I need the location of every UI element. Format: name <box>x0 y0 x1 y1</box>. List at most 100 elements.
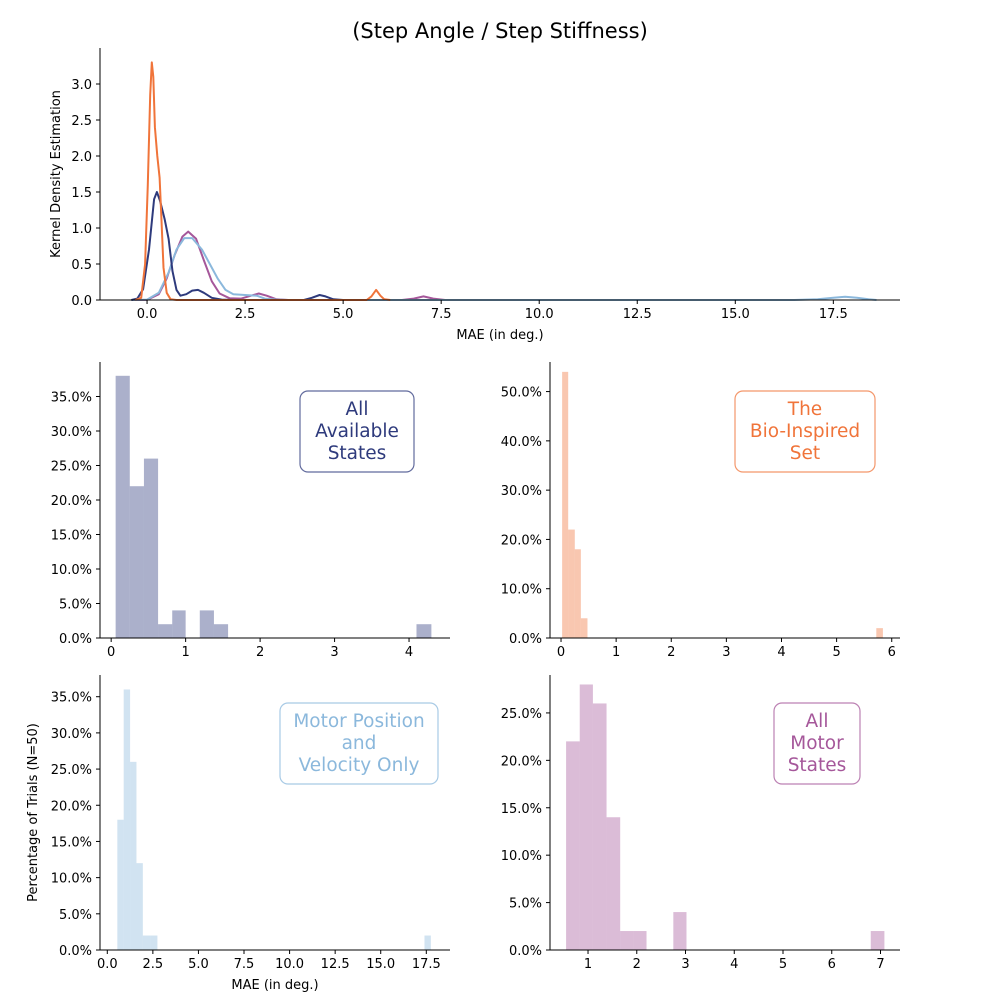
x-tick-label: 2.5 <box>235 307 256 322</box>
y-tick-label: 30.0% <box>51 727 92 742</box>
y-tick-label: 20.0% <box>51 799 92 814</box>
y-tick-label: 20.0% <box>501 754 542 769</box>
panel-motor_pos_vel: 0.0 2.5 5.0 7.5 10.0 12.5 15.0 17.5 0.0% 5.0% 10.0… <box>26 675 450 993</box>
histogram-bar <box>606 817 621 950</box>
figure-title: (Step Angle / Step Stiffness) <box>352 19 648 43</box>
panel-label-box <box>773 702 861 785</box>
panel-kde: 0.0 2.5 5.0 7.5 10.0 12.5 15.0 17.5 0.0 0.5 1.0 1.5… <box>49 48 900 343</box>
x-tick-label: 17.5 <box>412 957 441 972</box>
y-axis-label: Percentage of Trials (N=50) <box>26 723 41 902</box>
y-tick-label: 30.0% <box>501 484 542 499</box>
histogram-bar <box>633 931 647 950</box>
histogram-bar <box>416 624 432 638</box>
x-tick-label: 0 <box>107 645 115 660</box>
y-tick-label: 10.0% <box>501 583 542 598</box>
y-tick-label: 40.0% <box>501 435 542 450</box>
histogram-bar <box>117 819 124 950</box>
x-tick-label: 12.5 <box>321 957 350 972</box>
x-tick-label: 3 <box>722 645 730 660</box>
x-tick-label: 2.5 <box>143 957 164 972</box>
y-tick-label: 25.0% <box>51 763 92 778</box>
y-tick-label: 2.5 <box>71 114 92 129</box>
panel-label-line: States <box>788 755 847 776</box>
x-tick-label: 7.5 <box>234 957 255 972</box>
histogram-bar <box>129 486 144 638</box>
y-tick-label: 0.0% <box>59 944 92 959</box>
y-tick-label: 5.0% <box>59 908 92 923</box>
x-tick-label: 10.0 <box>525 307 554 322</box>
histogram-bar <box>142 935 151 950</box>
histogram-bar <box>568 529 575 638</box>
panel-label-line: All <box>346 399 369 420</box>
histogram-bar <box>199 610 214 638</box>
x-tick-label: 0.0 <box>137 307 158 322</box>
histogram-bar <box>579 684 593 950</box>
y-tick-label: 0.0% <box>509 944 542 959</box>
x-tick-label: 15.0 <box>366 957 395 972</box>
x-tick-label: 10.0 <box>275 957 304 972</box>
histogram-bar <box>620 931 634 950</box>
y-tick-label: 10.0% <box>51 872 92 887</box>
y-tick-label: 0.0% <box>509 632 542 647</box>
x-tick-label: 4 <box>777 645 785 660</box>
panel-label-line: All <box>806 711 829 732</box>
x-tick-label: 4 <box>730 957 738 972</box>
histogram-bar <box>123 689 131 950</box>
y-tick-label: 0.5 <box>71 258 92 273</box>
x-tick-label: 3 <box>681 957 689 972</box>
y-tick-label: 20.0% <box>51 494 92 509</box>
histogram-bar <box>150 935 158 950</box>
y-tick-label: 2.0 <box>71 150 92 165</box>
histogram-bar <box>870 931 885 950</box>
y-tick-label: 30.0% <box>51 425 92 440</box>
histogram-bar <box>213 624 229 638</box>
x-tick-label: 1 <box>612 645 620 660</box>
panel-label-box <box>734 390 876 473</box>
x-tick-label: 3 <box>330 645 338 660</box>
panel-label-box <box>279 702 439 785</box>
y-tick-label: 15.0% <box>51 835 92 850</box>
y-tick-label: 0.0% <box>59 632 92 647</box>
panel-label-line: Set <box>790 443 820 464</box>
panel-label-line: States <box>328 443 387 464</box>
y-tick-label: 25.0% <box>501 707 542 722</box>
kde-line-all_states <box>131 191 344 301</box>
panel-bio_inspired: 0 1 2 3 4 5 6 0.0% 10.0% 20.0% 30.0% 40.0% 50.0% TheB… <box>501 362 900 660</box>
x-tick-label: 5 <box>779 957 787 972</box>
panel-label-line: Motor <box>790 733 844 754</box>
histogram-bar <box>424 935 431 950</box>
x-tick-label: 4 <box>405 645 413 660</box>
x-tick-label: 17.5 <box>819 307 848 322</box>
histogram-bar <box>592 703 607 950</box>
y-axis-label: Kernel Density Estimation <box>49 90 64 258</box>
histogram-bar <box>130 761 137 950</box>
x-tick-label: 1 <box>584 957 592 972</box>
kde-line-bio_inspired <box>134 61 391 301</box>
histogram-bar <box>574 549 581 638</box>
histogram-bar <box>673 912 687 950</box>
x-axis-label: MAE (in deg.) <box>456 328 543 343</box>
y-tick-label: 25.0% <box>51 460 92 475</box>
y-tick-label: 10.0% <box>51 563 92 578</box>
x-tick-label: 12.5 <box>623 307 652 322</box>
histogram-bar <box>136 863 143 950</box>
x-tick-label: 5.0 <box>333 307 354 322</box>
panel-label-line: Velocity Only <box>299 755 420 776</box>
y-tick-label: 1.0 <box>71 222 92 237</box>
x-axis-label: MAE (in deg.) <box>231 978 318 993</box>
y-tick-label: 1.5 <box>71 186 92 201</box>
y-tick-label: 35.0% <box>51 391 92 406</box>
y-tick-label: 35.0% <box>51 691 92 706</box>
histogram-bar <box>143 458 159 638</box>
histogram-bar <box>562 371 569 638</box>
panel-all_states: 0 1 2 3 4 0.0% 5.0% 10.0% 15.0% 20.0% 25.0% 30.0% 35… <box>51 362 450 660</box>
x-tick-label: 15.0 <box>721 307 750 322</box>
y-tick-label: 20.0% <box>501 533 542 548</box>
panel-label-line: The <box>787 399 822 420</box>
y-tick-label: 5.0% <box>59 598 92 613</box>
x-tick-label: 6 <box>888 645 896 660</box>
y-tick-label: 15.0% <box>501 802 542 817</box>
x-tick-label: 5.0 <box>188 957 209 972</box>
y-tick-label: 15.0% <box>51 529 92 544</box>
